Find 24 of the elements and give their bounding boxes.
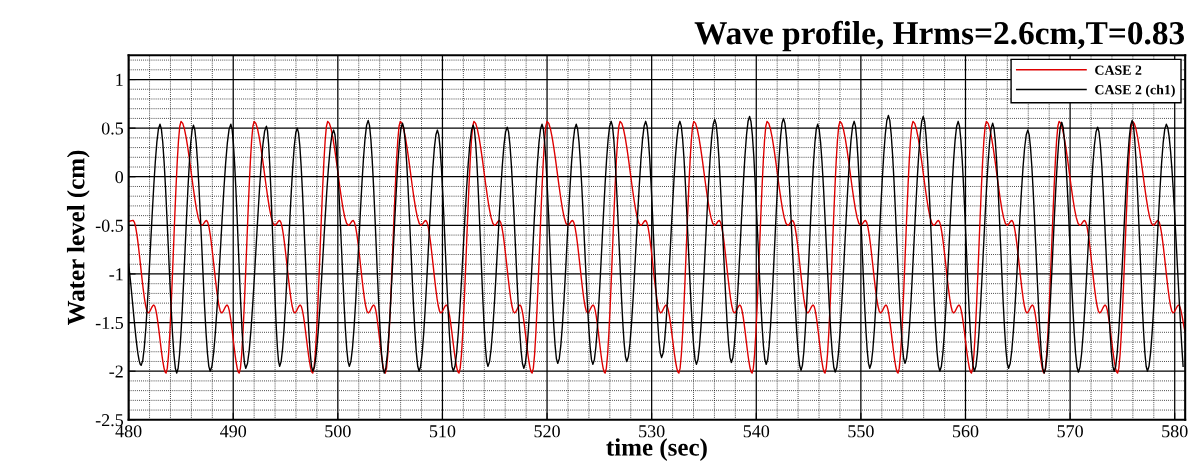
x-tick-label: 500 bbox=[325, 425, 351, 438]
x-tick-label: 530 bbox=[639, 425, 665, 438]
y-axis-title: Water level (cm) bbox=[66, 150, 90, 326]
x-tick-label: 550 bbox=[848, 425, 874, 438]
y-tick-label: -1 bbox=[109, 268, 123, 281]
x-tick-label: 560 bbox=[953, 425, 979, 438]
y-tick-label: -0.5 bbox=[95, 219, 124, 232]
y-tick-label: 0 bbox=[115, 171, 124, 184]
x-axis-title: time (sec) bbox=[606, 438, 707, 461]
y-tick-label: 0.5 bbox=[101, 122, 124, 135]
chart-title: Wave profile, Hrms=2.6cm,T=0.83 bbox=[694, 20, 1185, 52]
y-tick-label: -1.5 bbox=[95, 316, 124, 330]
x-tick-label: 540 bbox=[743, 425, 770, 438]
x-tick-label: 580 bbox=[1162, 425, 1188, 438]
x-tick-label: 480 bbox=[115, 425, 142, 438]
x-tick-label: 490 bbox=[220, 425, 247, 438]
legend-label: CASE 2 (ch1) bbox=[1095, 84, 1175, 98]
y-tick-label: 1 bbox=[116, 73, 123, 86]
x-tick-label: 510 bbox=[429, 425, 456, 438]
y-tick-label: -2 bbox=[109, 365, 123, 378]
y-tick-label: -2.5 bbox=[95, 414, 124, 427]
x-tick-label: 520 bbox=[534, 425, 560, 438]
x-tick-label: 570 bbox=[1057, 425, 1083, 438]
legend-label: CASE 2 bbox=[1095, 65, 1142, 75]
